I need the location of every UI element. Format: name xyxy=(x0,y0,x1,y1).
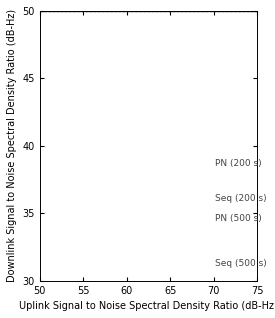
Text: PN (200 s): PN (200 s) xyxy=(216,159,262,168)
Text: PN (500 s): PN (500 s) xyxy=(216,214,262,223)
X-axis label: Uplink Signal to Noise Spectral Density Ratio (dB-Hz): Uplink Signal to Noise Spectral Density … xyxy=(19,301,275,311)
Text: Seq (500 s): Seq (500 s) xyxy=(216,259,267,268)
Y-axis label: Downlink Signal to Noise Spectral Density Ratio (dB-Hz): Downlink Signal to Noise Spectral Densit… xyxy=(7,9,17,282)
Text: Seq (200 s): Seq (200 s) xyxy=(216,194,267,203)
